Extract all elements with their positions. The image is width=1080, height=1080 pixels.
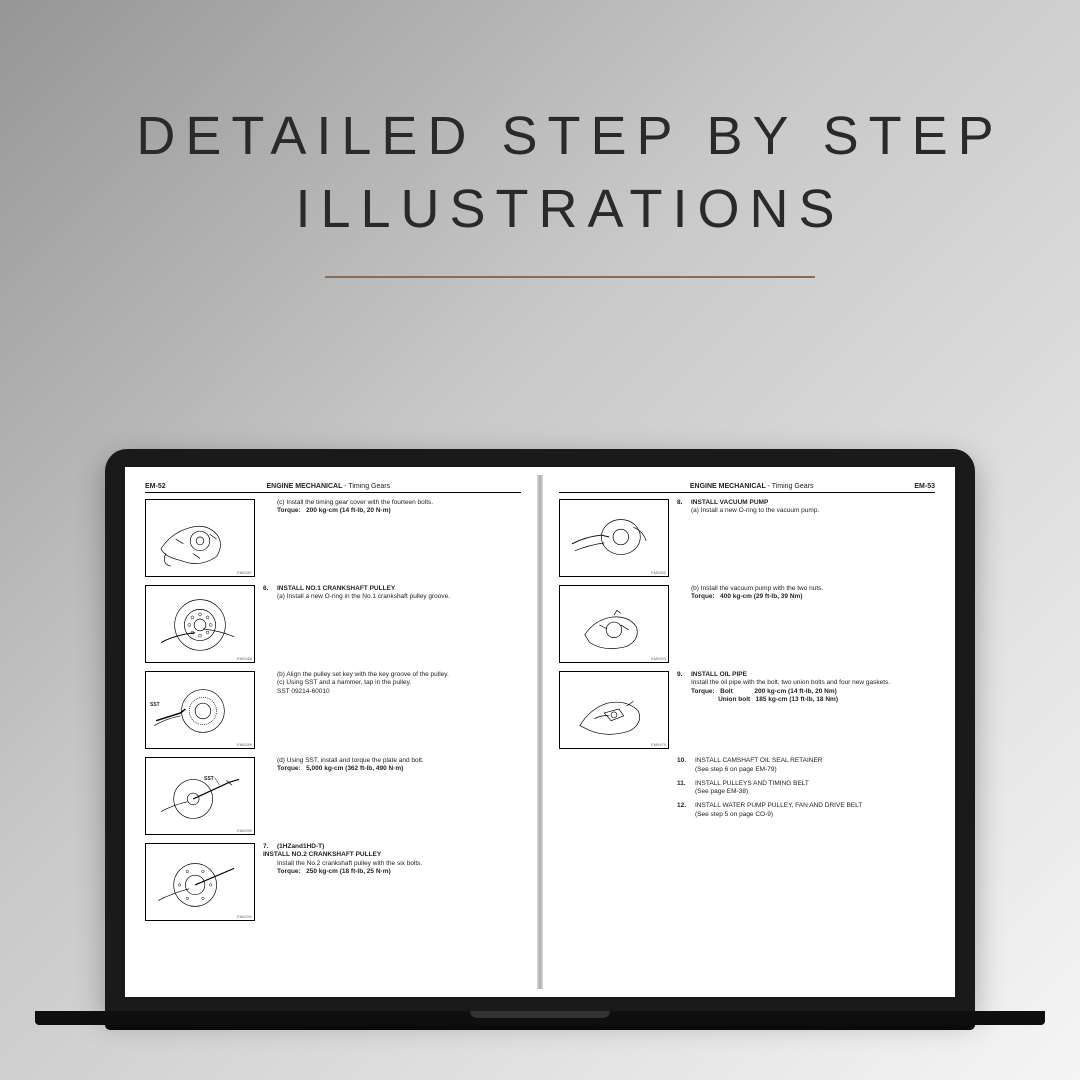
step-illustration <box>145 499 255 577</box>
extra-step: 11.INSTALL PULLEYS AND TIMING BELT(See p… <box>677 780 935 798</box>
laptop-screen: EM-52 ENGINE MECHANICAL - Timing Gears (… <box>125 467 955 997</box>
manual-step-row: 9.INSTALL OIL PIPEInstall the oil pipe w… <box>559 671 935 749</box>
headline-underline <box>325 276 815 278</box>
step-illustration: SST <box>145 671 255 749</box>
laptop-notch <box>470 1011 610 1018</box>
manual-step-row: 7.(1HZand1HD-T)INSTALL NO.2 CRANKSHAFT P… <box>145 843 521 921</box>
step-text: 6.INSTALL NO.1 CRANKSHAFT PULLEY(a) Inst… <box>263 585 521 663</box>
page-title-left: ENGINE MECHANICAL - Timing Gears <box>166 483 491 490</box>
step-text: 8.INSTALL VACUUM PUMP(a) Install a new O… <box>677 499 935 577</box>
step-illustration <box>559 585 669 663</box>
step-illustration <box>145 585 255 663</box>
step-text: 7.(1HZand1HD-T)INSTALL NO.2 CRANKSHAFT P… <box>263 843 521 921</box>
extra-step: 12.INSTALL WATER PUMP PULLEY, FAN AND DR… <box>677 802 935 820</box>
page-header-right: ENGINE MECHANICAL - Timing Gears EM-53 <box>559 483 935 493</box>
extra-steps-block: 10.INSTALL CAMSHAFT OIL SEAL RETAINER(Se… <box>677 757 935 820</box>
step-text: (c) Install the timing gear cover with t… <box>263 499 521 577</box>
manual-step-row: SST(b) Align the pulley set key with the… <box>145 671 521 749</box>
headline-block: DETAILED STEP BY STEP ILLUSTRATIONS <box>130 100 1010 278</box>
page-title-right: ENGINE MECHANICAL - Timing Gears <box>589 483 914 490</box>
page-header-left: EM-52 ENGINE MECHANICAL - Timing Gears <box>145 483 521 493</box>
book-spine <box>537 475 543 989</box>
manual-step-row: SST(d) Using SST, install and torque the… <box>145 757 521 835</box>
manual-step-row: 8.INSTALL VACUUM PUMP(a) Install a new O… <box>559 499 935 577</box>
manual-step-row: 6.INSTALL NO.1 CRANKSHAFT PULLEY(a) Inst… <box>145 585 521 663</box>
extra-step: 10.INSTALL CAMSHAFT OIL SEAL RETAINER(Se… <box>677 757 935 775</box>
step-illustration <box>559 499 669 577</box>
step-illustration <box>145 843 255 921</box>
headline-line1: DETAILED STEP BY STEP <box>136 106 1003 166</box>
step-text: (b) Align the pulley set key with the ke… <box>263 671 521 749</box>
step-illustration <box>559 671 669 749</box>
laptop-foot <box>105 1025 975 1030</box>
manual-page-left: EM-52 ENGINE MECHANICAL - Timing Gears (… <box>133 475 533 989</box>
page-num-right: EM-53 <box>914 483 935 490</box>
step-text: (d) Using SST, install and torque the pl… <box>263 757 521 835</box>
laptop-bezel: EM-52 ENGINE MECHANICAL - Timing Gears (… <box>105 449 975 1011</box>
page-num-left: EM-52 <box>145 483 166 490</box>
manual-step-row: (b) Install the vacuum pump with the two… <box>559 585 935 663</box>
step-illustration: SST <box>145 757 255 835</box>
headline-line2: ILLUSTRATIONS <box>295 179 844 239</box>
headline-text: DETAILED STEP BY STEP ILLUSTRATIONS <box>130 100 1010 246</box>
laptop-mockup: EM-52 ENGINE MECHANICAL - Timing Gears (… <box>105 449 975 1030</box>
laptop-base <box>35 1011 1045 1025</box>
manual-page-right: ENGINE MECHANICAL - Timing Gears EM-53 8… <box>547 475 947 989</box>
step-text: 9.INSTALL OIL PIPEInstall the oil pipe w… <box>677 671 935 749</box>
manual-step-row: (c) Install the timing gear cover with t… <box>145 499 521 577</box>
step-text: (b) Install the vacuum pump with the two… <box>677 585 935 663</box>
